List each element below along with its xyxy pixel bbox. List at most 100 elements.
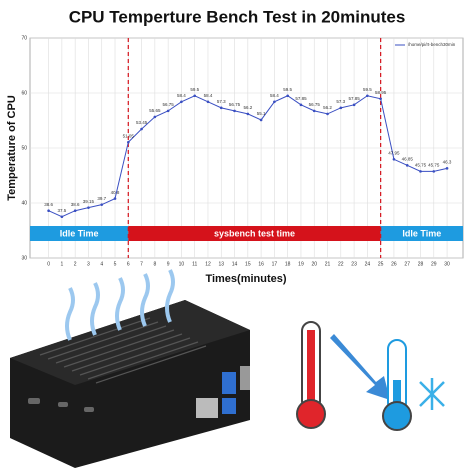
data-point xyxy=(286,94,289,98)
x-tick-label: 29 xyxy=(431,261,437,267)
data-point xyxy=(246,112,250,116)
usb-port xyxy=(222,372,236,394)
data-label: 57.85 xyxy=(348,96,360,101)
phase-band xyxy=(380,226,463,241)
y-tick-label: 60 xyxy=(21,90,27,96)
data-point xyxy=(73,209,77,212)
case-top xyxy=(10,300,250,385)
cold-mercury xyxy=(393,380,401,410)
data-point xyxy=(60,215,64,219)
data-point xyxy=(87,206,90,209)
data-point xyxy=(299,103,303,107)
data-point xyxy=(219,106,223,110)
x-tick-label: 20 xyxy=(311,261,317,267)
data-label: 47.95 xyxy=(388,150,400,155)
usb-port xyxy=(240,366,250,390)
legend-label: /home/pi/rt-bench30min xyxy=(408,42,456,47)
x-tick-label: 24 xyxy=(365,261,371,267)
data-point xyxy=(259,118,263,122)
data-label: 53.45 xyxy=(136,120,148,125)
data-label: 58.95 xyxy=(375,90,387,95)
x-tick-label: 6 xyxy=(127,261,130,267)
data-label: 51.05 xyxy=(123,133,135,138)
data-point xyxy=(47,209,50,212)
data-label: 56.75 xyxy=(229,102,241,107)
x-tick-label: 2 xyxy=(74,261,77,267)
x-tick-label: 18 xyxy=(285,261,291,267)
data-point xyxy=(445,167,449,170)
data-label: 38.6 xyxy=(44,202,53,207)
data-point xyxy=(140,127,143,131)
x-tick-label: 30 xyxy=(444,261,450,267)
phase-band xyxy=(128,226,381,241)
data-label: 40.8 xyxy=(111,190,120,195)
x-tick-label: 12 xyxy=(205,261,211,267)
data-label: 45.75 xyxy=(428,163,440,168)
data-label: 55.1 xyxy=(257,111,266,116)
data-label: 58.4 xyxy=(204,93,213,98)
x-tick-label: 9 xyxy=(167,261,170,267)
x-tick-label: 5 xyxy=(114,261,117,267)
phase-label: Idle Time xyxy=(60,228,99,238)
x-tick-label: 26 xyxy=(391,261,397,267)
x-tick-label: 23 xyxy=(351,261,357,267)
data-point xyxy=(180,100,183,104)
data-point xyxy=(153,115,157,119)
data-label: 57.3 xyxy=(217,99,226,104)
data-point xyxy=(352,103,356,107)
x-tick-label: 11 xyxy=(192,261,197,267)
data-point xyxy=(339,106,343,110)
data-point xyxy=(273,100,276,104)
heat-arrows xyxy=(65,269,175,341)
port xyxy=(84,407,94,412)
x-tick-label: 10 xyxy=(179,261,185,267)
x-tick-label: 17 xyxy=(272,261,278,267)
data-label: 58.4 xyxy=(177,93,186,98)
y-tick-label: 50 xyxy=(21,145,27,151)
data-point xyxy=(206,100,210,104)
data-label: 37.5 xyxy=(57,208,66,213)
data-label: 58.4 xyxy=(270,93,279,98)
data-point xyxy=(166,109,170,113)
port xyxy=(58,402,68,407)
chart-title: CPU Temperture Bench Test in 20minutes xyxy=(69,7,406,26)
x-tick-label: 4 xyxy=(100,261,103,267)
x-axis-label: Times(minutes) xyxy=(205,273,286,285)
data-label: 59.5 xyxy=(363,87,372,92)
ethernet-port xyxy=(196,398,218,418)
port xyxy=(28,398,40,404)
data-label: 39.15 xyxy=(83,199,95,204)
cool-arrow xyxy=(330,334,390,400)
x-tick-label: 19 xyxy=(298,261,304,267)
y-tick-label: 30 xyxy=(21,255,27,261)
data-label: 59.5 xyxy=(283,87,292,92)
data-label: 56.75 xyxy=(309,102,321,107)
x-tick-label: 14 xyxy=(232,261,238,267)
y-tick-label: 40 xyxy=(21,200,27,206)
data-point xyxy=(432,170,436,173)
phase-label: Idle Time xyxy=(402,228,441,238)
data-point xyxy=(126,140,130,144)
data-point xyxy=(326,112,329,116)
phase-band xyxy=(30,226,129,241)
x-tick-label: 21 xyxy=(325,261,331,267)
hot-bulb xyxy=(296,399,326,429)
data-label: 56.2 xyxy=(243,105,252,110)
x-tick-label: 28 xyxy=(418,261,424,267)
data-point xyxy=(312,109,316,113)
x-tick-label: 1 xyxy=(60,261,63,267)
data-label: 46.85 xyxy=(402,157,414,162)
data-label: 45.75 xyxy=(415,163,427,168)
data-point xyxy=(366,94,369,98)
data-point xyxy=(405,164,409,167)
snowflake xyxy=(419,378,445,410)
usb-port xyxy=(222,398,236,414)
x-tick-label: 16 xyxy=(258,261,264,267)
hot-mercury xyxy=(307,330,315,410)
data-label: 56.2 xyxy=(323,105,332,110)
data-label: 55.65 xyxy=(149,108,161,113)
y-tick-label: 70 xyxy=(21,35,27,41)
